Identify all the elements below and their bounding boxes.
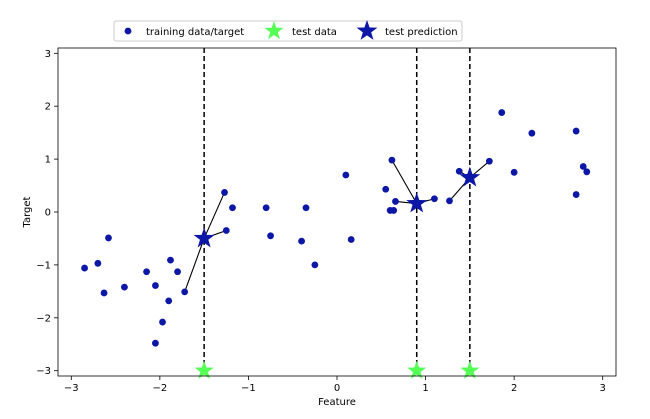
training-point	[347, 236, 355, 243]
training-point	[143, 268, 150, 276]
test-prediction-star	[459, 166, 481, 187]
training-point	[105, 234, 112, 242]
test-data-star	[460, 360, 480, 379]
training-point	[152, 339, 159, 347]
training-point	[572, 127, 580, 135]
training-point	[510, 168, 518, 176]
training-point	[498, 109, 506, 116]
training-point	[311, 261, 319, 269]
test-prediction-star	[406, 192, 428, 213]
training-point	[100, 289, 108, 297]
y-tick-label: 1	[45, 155, 51, 166]
training-point	[455, 167, 463, 175]
y-tick-label: −3	[36, 366, 51, 377]
training-point	[579, 163, 587, 170]
training-point	[388, 156, 396, 164]
x-tick-label: −2	[152, 383, 167, 394]
neighbor-link	[391, 159, 418, 204]
plot-area	[57, 47, 617, 379]
training-point	[94, 259, 102, 267]
training-point	[174, 268, 181, 276]
training-point	[167, 256, 174, 264]
training-point	[165, 297, 173, 305]
training-point	[528, 129, 536, 137]
training-point	[583, 168, 591, 176]
training-point	[390, 207, 398, 214]
y-axis-label: Target	[22, 196, 33, 228]
test-data-star	[407, 360, 427, 379]
training-point	[121, 283, 128, 291]
y-tick-label: −2	[36, 313, 51, 324]
legend-label-training: training data/target	[146, 27, 244, 38]
training-point	[222, 227, 230, 234]
training-point	[446, 197, 453, 205]
training-point	[159, 318, 166, 326]
neighbor-link	[203, 192, 226, 239]
x-tick-label: −3	[64, 383, 79, 394]
training-point	[342, 171, 350, 179]
y-axis: −3 −2 −1 0 1 2 3	[36, 49, 58, 377]
training-point	[267, 232, 274, 240]
legend: training data/target test data test pred…	[113, 20, 463, 42]
test-data-star	[194, 360, 214, 379]
training-point	[302, 204, 310, 212]
test-prediction-star	[193, 227, 215, 248]
training-point	[262, 204, 270, 212]
training-point	[221, 189, 228, 196]
plot-frame	[57, 47, 617, 377]
training-point	[485, 157, 493, 165]
training-point	[572, 191, 580, 198]
legend-box	[113, 20, 463, 42]
x-tick-label: 2	[511, 383, 517, 394]
y-tick-label: 3	[45, 49, 51, 60]
y-tick-label: 2	[45, 102, 51, 113]
x-axis-label: Feature	[318, 397, 356, 408]
x-axis: −3 −2 −1 0 1 2 3	[64, 376, 606, 394]
training-point	[152, 282, 159, 289]
training-point	[431, 195, 438, 203]
legend-label-test-data: test data	[292, 27, 337, 38]
x-tick-label: −1	[241, 383, 256, 394]
x-tick-label: 3	[600, 383, 606, 394]
training-point	[181, 288, 189, 296]
legend-marker-test-data	[264, 21, 284, 40]
training-point	[229, 204, 236, 212]
y-tick-label: 0	[45, 208, 51, 219]
neighbor-link	[184, 238, 205, 293]
legend-marker-test-prediction	[356, 20, 378, 40]
legend-marker-training	[124, 27, 132, 35]
x-tick-label: 0	[334, 383, 340, 394]
training-point	[382, 185, 390, 193]
training-point	[81, 264, 88, 272]
y-tick-label: −1	[36, 260, 51, 271]
x-tick-label: 1	[422, 383, 428, 394]
training-point	[298, 237, 305, 245]
legend-label-test-prediction: test prediction	[385, 27, 458, 38]
training-point	[392, 198, 399, 205]
